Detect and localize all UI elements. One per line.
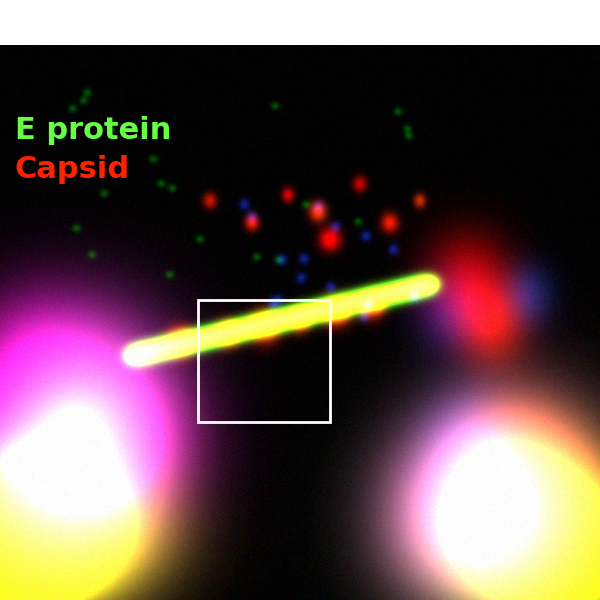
Text: Capsid: Capsid	[15, 155, 130, 184]
Text: E protein: E protein	[15, 116, 172, 145]
Bar	[198, 300, 330, 422]
